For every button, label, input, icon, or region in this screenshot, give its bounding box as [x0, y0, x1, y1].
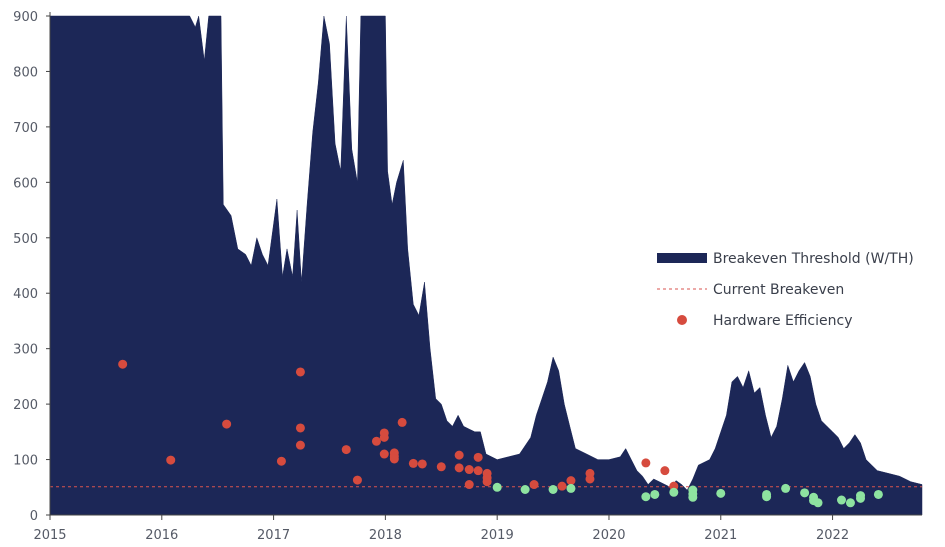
y-tick-label: 800	[13, 65, 38, 80]
hardware-point-green	[650, 489, 660, 499]
hardware-point-red	[454, 463, 464, 473]
legend-swatch-dot	[677, 315, 687, 325]
legend-label: Breakeven Threshold (W/TH)	[713, 251, 914, 267]
hardware-point-red	[379, 449, 389, 459]
hardware-point-green	[813, 498, 823, 508]
plot-area	[49, 15, 923, 516]
y-tick-label: 400	[13, 287, 38, 302]
legend: Breakeven Threshold (W/TH) Current Breake…	[657, 251, 914, 329]
hardware-point-green	[520, 484, 530, 494]
hardware-point-green	[800, 488, 810, 498]
y-tick-label: 900	[13, 10, 38, 25]
hardware-point-green	[566, 483, 576, 493]
y-tick-label: 600	[13, 176, 38, 191]
hardware-point-green	[492, 482, 502, 492]
legend-label: Current Breakeven	[713, 282, 844, 298]
hardware-point-red	[408, 458, 418, 468]
y-tick-label: 700	[13, 121, 38, 136]
hardware-point-red	[641, 458, 651, 468]
hardware-point-red	[454, 450, 464, 460]
hardware-point-red	[557, 481, 567, 491]
hardware-point-green	[548, 484, 558, 494]
legend-label: Hardware Efficiency	[713, 313, 852, 329]
hardware-point-red	[371, 436, 381, 446]
breakeven-threshold-area	[49, 15, 923, 516]
x-tick-label: 2018	[369, 528, 402, 543]
hardware-point-red	[295, 367, 305, 377]
legend-swatch-area	[657, 253, 707, 263]
hardware-point-green	[845, 498, 855, 508]
hardware-point-green	[856, 493, 866, 503]
hardware-point-red	[473, 466, 483, 476]
y-tick-label: 200	[13, 398, 38, 413]
x-tick-label: 2021	[704, 528, 737, 543]
hardware-point-red	[660, 466, 670, 476]
hardware-point-red	[529, 480, 539, 490]
hardware-point-red	[295, 440, 305, 450]
y-tick-label: 300	[13, 343, 38, 358]
hardware-point-red	[295, 423, 305, 433]
y-tick-label: 500	[13, 232, 38, 247]
hardware-point-green	[716, 488, 726, 498]
x-tick-label: 2016	[145, 528, 178, 543]
hardware-point-green	[837, 495, 847, 505]
x-tick-label: 2019	[481, 528, 514, 543]
hardware-point-red	[482, 477, 492, 487]
hardware-point-red	[566, 476, 576, 486]
hardware-point-red	[118, 359, 128, 369]
x-tick-label: 2022	[816, 528, 849, 543]
hardware-point-red	[464, 480, 474, 490]
hardware-point-red	[585, 468, 595, 478]
hardware-point-red	[341, 445, 351, 455]
x-tick-label: 2017	[257, 528, 290, 543]
hardware-point-green	[873, 489, 883, 499]
hardware-point-red	[352, 475, 362, 485]
hardware-point-red	[379, 428, 389, 438]
hardware-point-red	[464, 465, 474, 475]
y-tick-label: 100	[13, 454, 38, 469]
hardware-point-red	[473, 452, 483, 462]
hardware-point-green	[641, 492, 651, 502]
x-tick-label: 2020	[592, 528, 625, 543]
hardware-point-red	[276, 456, 286, 466]
hardware-point-green	[688, 492, 698, 502]
hardware-point-red	[436, 462, 446, 472]
hardware-point-green	[781, 483, 791, 493]
axes: 0 100 200 300 400 500 600 700 800 900 2015 2016 2017…	[13, 10, 922, 543]
hardware-point-red	[397, 417, 407, 427]
hardware-point-red	[389, 454, 399, 464]
y-tick-label: 0	[30, 509, 38, 524]
x-tick-label: 2015	[33, 528, 66, 543]
hardware-point-red	[222, 419, 232, 429]
hardware-point-red	[166, 455, 176, 465]
hardware-point-green	[762, 492, 772, 502]
hardware-point-green	[669, 487, 679, 497]
hardware-point-red	[417, 459, 427, 469]
